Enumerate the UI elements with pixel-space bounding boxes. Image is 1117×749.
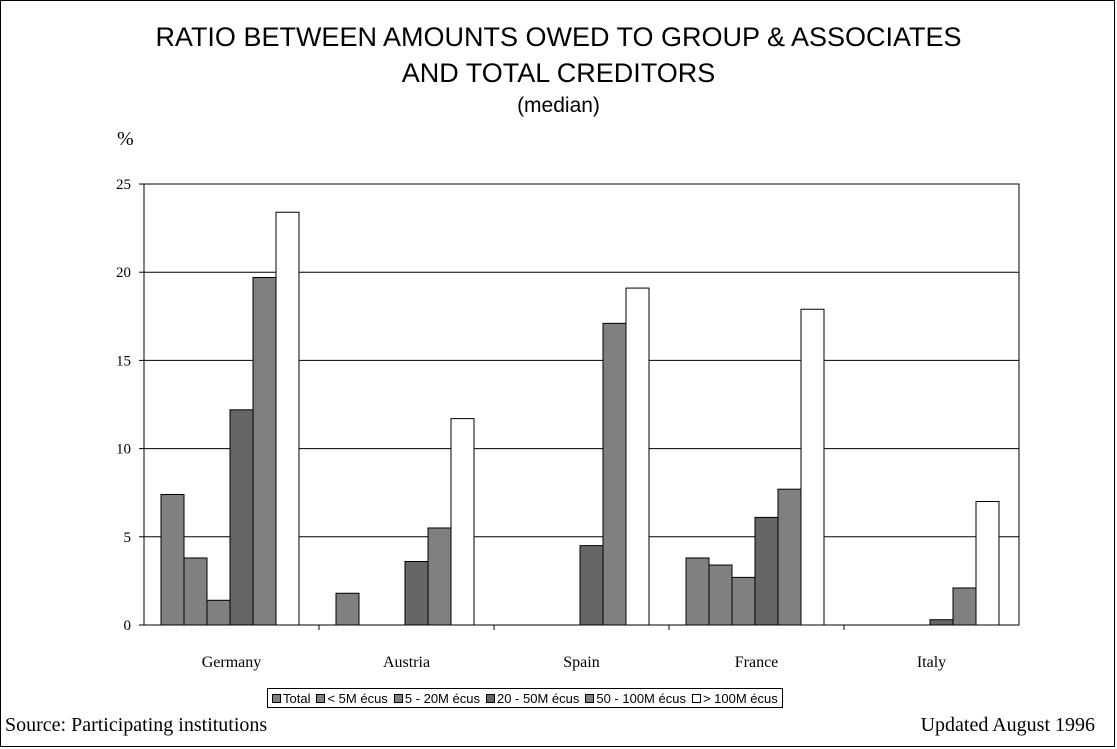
bar: [450, 418, 475, 626]
bar: [975, 501, 1000, 626]
legend-item: > 100M écus: [691, 690, 778, 706]
legend-swatch: [485, 693, 495, 703]
bar: [685, 557, 710, 626]
legend-swatch: [585, 693, 595, 703]
x-tick-labels: Germany Austria Spain France Italy: [202, 654, 946, 671]
legend-label: < 5M écus: [327, 690, 388, 706]
legend-label: > 100M écus: [702, 690, 778, 706]
y-tick-label: 15: [116, 353, 131, 369]
y-tick-label: 25: [116, 177, 131, 193]
chart-title-line-1: RATIO BETWEEN AMOUNTS OWED TO GROUP & AS…: [155, 22, 962, 52]
chart-subtitle: (median): [517, 94, 600, 117]
bar: [252, 276, 277, 626]
x-tick-label: Germany: [202, 654, 262, 671]
legend-item: 20 - 50M écus: [485, 690, 580, 706]
bar: [754, 516, 779, 626]
legend-label: 50 - 100M écus: [596, 690, 686, 706]
legend-swatch: [393, 693, 403, 703]
bar: [183, 557, 208, 626]
y-tick-label: 20: [116, 265, 131, 281]
legend-swatch: [272, 693, 281, 703]
legend-item: < 5M écus: [316, 690, 388, 706]
y-axis-unit-label: %: [117, 128, 134, 150]
source-note: Source: Participating institutions: [5, 714, 268, 736]
bar: [229, 409, 254, 626]
bar: [206, 599, 231, 626]
axes: [139, 183, 1019, 630]
update-note: Updated August 1996: [920, 714, 1095, 736]
x-tick-label: Austria: [383, 654, 430, 671]
y-tick-label: 5: [124, 530, 132, 546]
bar: [579, 545, 604, 626]
bar: [929, 619, 954, 626]
legend-item: 50 - 100M écus: [585, 691, 686, 706]
chart-title-line-2: AND TOTAL CREDITORS: [401, 58, 716, 88]
bar: [427, 527, 452, 626]
x-tick-label: Spain: [563, 654, 599, 671]
bars: [160, 211, 1000, 626]
legend-label: Total: [283, 690, 311, 706]
bar: [731, 576, 756, 626]
y-tick-label: 0: [124, 618, 132, 634]
bar: [160, 493, 185, 626]
bar: [777, 488, 802, 626]
bar: [708, 564, 733, 626]
bar: [404, 560, 429, 626]
bar: [952, 587, 977, 626]
x-tick-label: Italy: [917, 654, 946, 671]
legend-item: Total: [272, 691, 310, 706]
y-tick-labels: 0 5 10 15 20 25: [116, 177, 131, 634]
bar: [275, 211, 300, 626]
x-tick-label: France: [735, 654, 779, 671]
y-tick-label: 10: [116, 442, 131, 458]
legend-swatch: [316, 693, 326, 703]
bar: [800, 308, 825, 626]
bar: [335, 592, 360, 626]
legend-label: 20 - 50M écus: [496, 690, 580, 706]
legend: Total < 5M écus 5 - 20M écus 20 - 50M écus 5…: [267, 688, 783, 708]
bar: [602, 322, 627, 626]
bar: [625, 287, 650, 626]
legend-item: 5 - 20M écus: [393, 690, 480, 706]
legend-label: 5 - 20M écus: [404, 690, 480, 706]
legend-swatch: [691, 693, 701, 703]
